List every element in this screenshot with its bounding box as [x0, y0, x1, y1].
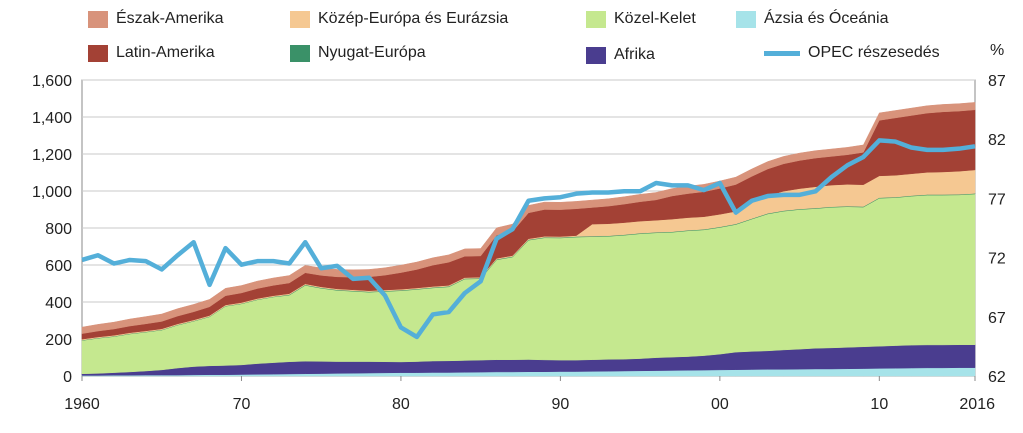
- x-tick-label: 00: [711, 396, 729, 413]
- legend-item-opec-share: OPEC részesedés: [764, 40, 940, 66]
- legend-line-icon: [764, 50, 800, 56]
- legend-item-central-europe-eurasia: Közép-Európa és Eurázsia: [290, 6, 508, 32]
- y-tick-label: 400: [45, 295, 72, 312]
- legend-swatch-icon: [88, 10, 108, 28]
- y-right-tick-label: 87: [988, 73, 1006, 90]
- legend-label: OPEC részesedés: [808, 44, 940, 61]
- legend-item-middle-east: Közel-Kelet: [586, 6, 696, 32]
- x-tick-label: 80: [392, 396, 410, 413]
- legend-item-latin-america: Latin-Amerika: [88, 40, 215, 66]
- legend-label: Latin-Amerika: [116, 44, 215, 61]
- x-tick-label: 70: [233, 396, 251, 413]
- area-series-layer: [81, 102, 976, 377]
- legend-label: Afrika: [614, 46, 655, 63]
- legend-swatch-icon: [290, 10, 310, 28]
- legend-label: Közép-Európa és Eurázsia: [318, 10, 509, 27]
- legend-swatch-icon: [586, 10, 606, 28]
- y-tick-label: 600: [45, 258, 72, 275]
- y-right-tick-label: 67: [988, 310, 1006, 327]
- x-tick-label: 90: [551, 396, 569, 413]
- y-tick-label: 0: [63, 369, 72, 386]
- y-right-tick-label: 77: [988, 191, 1006, 208]
- y-tick-label: 1,200: [32, 147, 72, 164]
- legend-label: Nyugat-Európa: [318, 44, 426, 61]
- legend-label: Ázsia és Óceánia: [764, 10, 889, 27]
- legend-swatch-icon: [88, 44, 108, 62]
- legend-swatch-icon: [586, 46, 606, 64]
- legend-swatch-icon: [290, 44, 310, 62]
- opec-share-line-layer: [81, 138, 976, 340]
- y-tick-label: 1,000: [32, 184, 72, 201]
- y-tick-label: 200: [45, 332, 72, 349]
- y-tick-label: 800: [45, 221, 72, 238]
- legend-item-africa: Afrika: [586, 42, 655, 68]
- y-right-tick-label: 62: [988, 369, 1006, 386]
- y-right-tick-label: 72: [988, 251, 1006, 268]
- axis-ticks-layer: 0 200 400 600 800 1,000 1,200 1,400 1,600 62 67 72 7…: [32, 73, 1006, 413]
- x-tick-label: 2016: [959, 396, 995, 413]
- y-tick-label: 1,400: [32, 110, 72, 127]
- opec-share-line: [81, 138, 976, 340]
- right-axis-unit-label: %: [990, 42, 1005, 59]
- legend-item-asia-oceania: Ázsia és Óceánia: [736, 6, 889, 32]
- x-tick-label: 10: [870, 396, 888, 413]
- legend-swatch-icon: [736, 10, 756, 28]
- legend-label: Észak-Amerika: [116, 10, 224, 27]
- legend-item-north-america: Észak-Amerika: [88, 6, 224, 32]
- x-tick-label: 1960: [64, 396, 100, 413]
- legend-item-western-europe: Nyugat-Európa: [290, 40, 426, 66]
- y-right-tick-label: 82: [988, 132, 1006, 149]
- legend-label: Közel-Kelet: [614, 10, 696, 27]
- y-tick-label: 1,600: [32, 73, 72, 90]
